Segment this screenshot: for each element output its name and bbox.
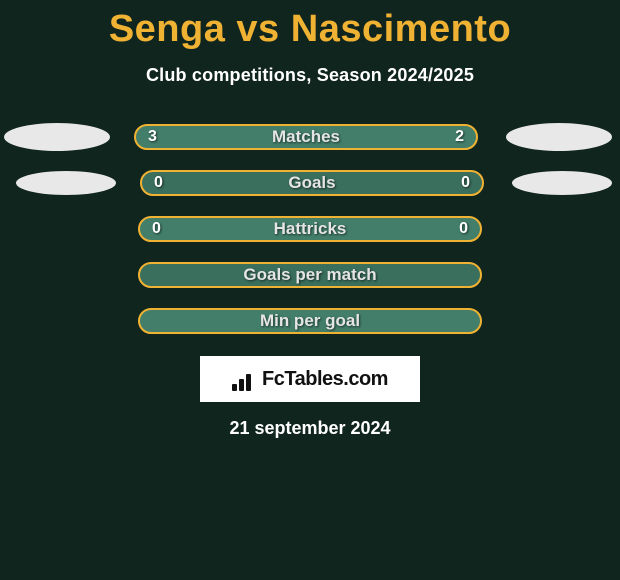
player-ellipse-left: [4, 123, 110, 151]
stat-value-left: 0: [154, 174, 163, 192]
page-title: Senga vs Nascimento: [109, 8, 511, 51]
stat-value-left: 3: [148, 128, 157, 146]
player-ellipse-right: [506, 123, 612, 151]
stat-row: 3 Matches 2: [0, 114, 620, 160]
stat-row: 0 Hattricks 0: [0, 206, 620, 252]
stat-pill: 0 Hattricks 0: [138, 216, 482, 242]
chart-icon: [232, 371, 256, 391]
stat-row: Goals per match: [0, 252, 620, 298]
player-ellipse-right: [512, 171, 612, 195]
subtitle: Club competitions, Season 2024/2025: [146, 65, 474, 86]
stat-row: Min per goal: [0, 298, 620, 344]
stat-label: Goals per match: [140, 265, 480, 285]
date-label: 21 september 2024: [229, 418, 390, 439]
stat-value-left: 0: [152, 220, 161, 238]
stat-label: Min per goal: [140, 311, 480, 331]
stat-label: Goals: [142, 173, 482, 193]
stat-pill: 0 Goals 0: [140, 170, 484, 196]
stat-pill: 3 Matches 2: [134, 124, 478, 150]
stat-pill: Goals per match: [138, 262, 482, 288]
stat-label: Hattricks: [140, 219, 480, 239]
stat-value-right: 2: [455, 128, 464, 146]
brand-text: FcTables.com: [262, 368, 388, 391]
stat-value-right: 0: [461, 174, 470, 192]
stat-label: Matches: [136, 127, 476, 147]
stat-pill: Min per goal: [138, 308, 482, 334]
player-ellipse-left: [16, 171, 116, 195]
stat-value-right: 0: [459, 220, 468, 238]
brand-logo-box: FcTables.com: [200, 356, 420, 402]
stat-rows: 3 Matches 2 0 Goals 0 0 Hattricks 0: [0, 114, 620, 344]
brand-logo: FcTables.com: [232, 368, 388, 391]
stat-row: 0 Goals 0: [0, 160, 620, 206]
widget-root: Senga vs Nascimento Club competitions, S…: [0, 0, 620, 439]
